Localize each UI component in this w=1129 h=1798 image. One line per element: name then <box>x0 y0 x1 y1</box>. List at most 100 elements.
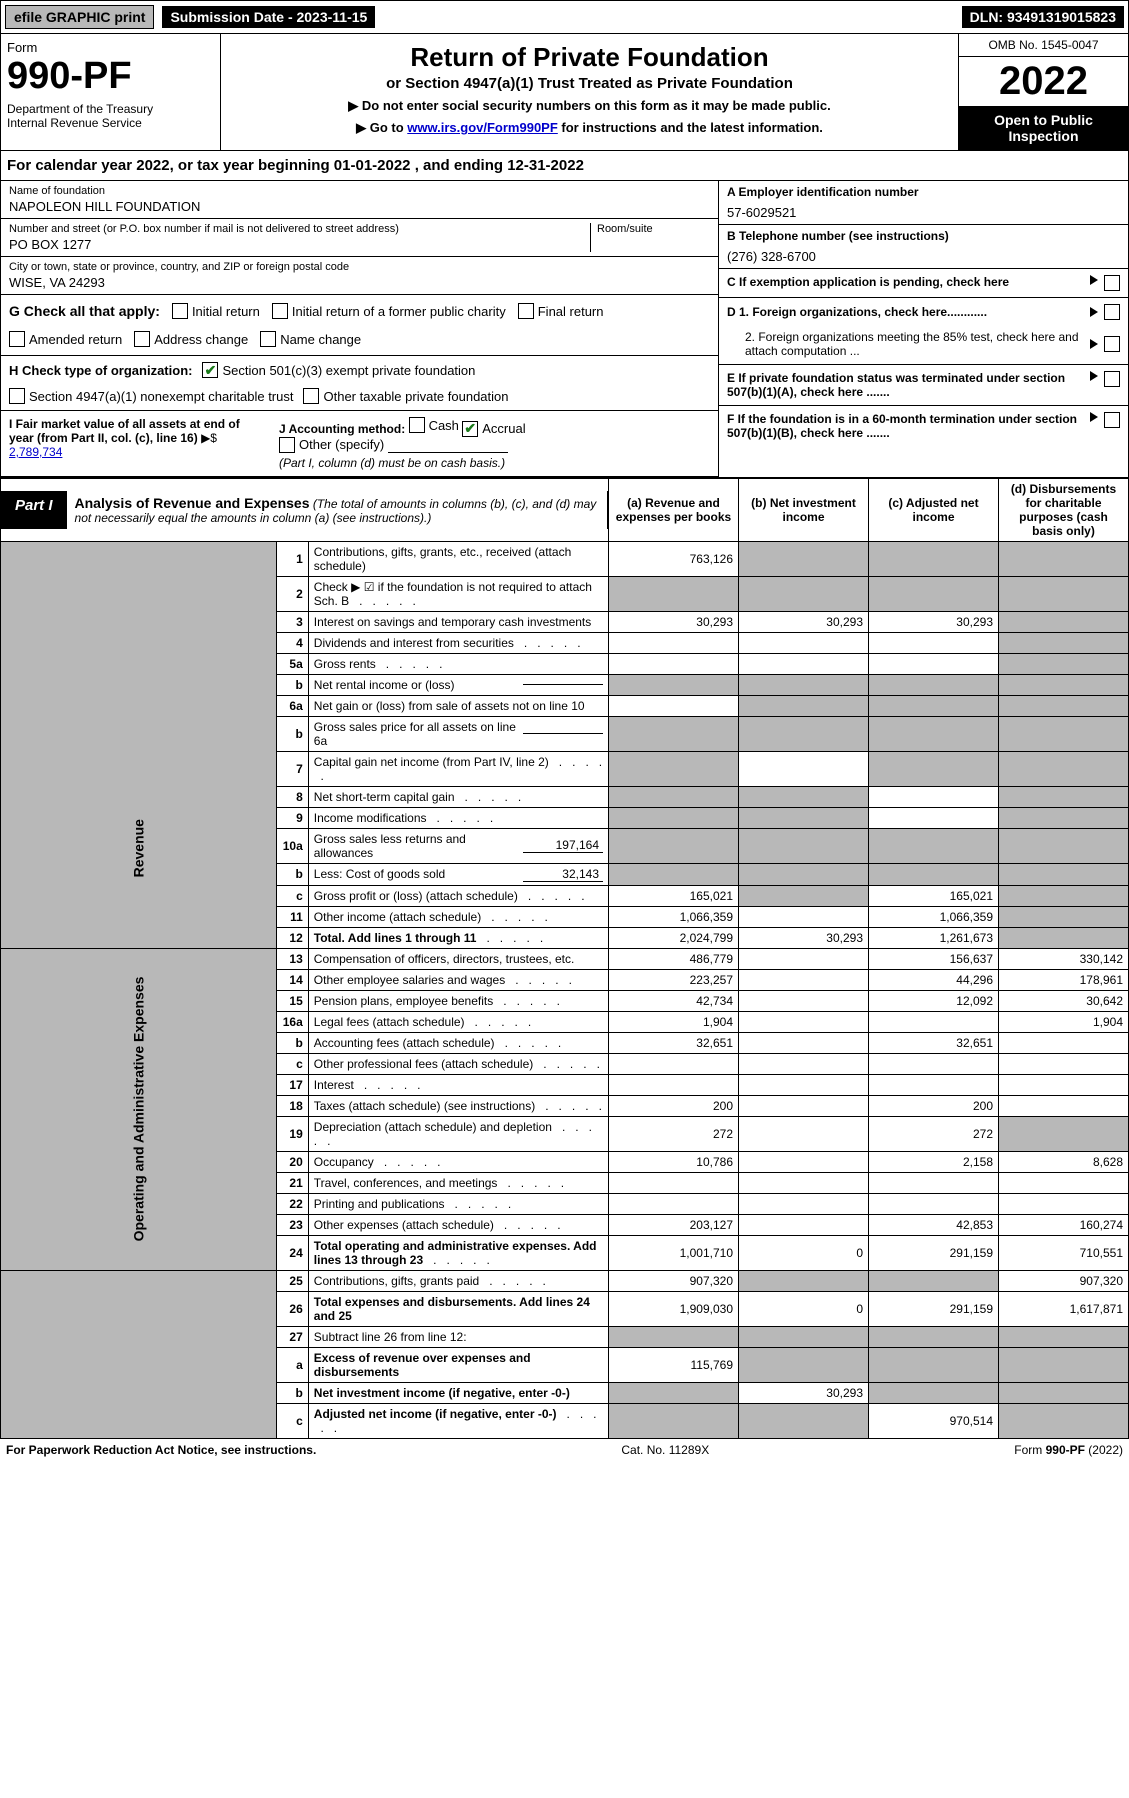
cell-d: 907,320 <box>999 1270 1129 1291</box>
cell-b <box>739 828 869 863</box>
cell-b <box>739 807 869 828</box>
cell-d <box>999 1172 1129 1193</box>
g-opt-initial[interactable]: Initial return <box>172 303 260 319</box>
h-opt-4947[interactable]: Section 4947(a)(1) nonexempt charitable … <box>9 388 293 404</box>
cell-a: 1,066,359 <box>609 906 739 927</box>
row-desc: Net gain or (loss) from sale of assets n… <box>308 695 608 716</box>
cell-c <box>869 786 999 807</box>
name-label: Name of foundation <box>9 185 710 197</box>
cell-b <box>739 863 869 885</box>
row-desc: Accounting fees (attach schedule) . . . … <box>308 1032 608 1053</box>
side-label: Revenue <box>1 541 277 948</box>
section-e: E If private foundation status was termi… <box>719 365 1128 406</box>
c-label: C If exemption application is pending, c… <box>727 275 1084 289</box>
g-opt-amended[interactable]: Amended return <box>9 331 122 347</box>
row-number: 6a <box>276 695 308 716</box>
cell-c <box>869 1011 999 1032</box>
checkbox-icon <box>272 303 288 319</box>
row-desc: Contributions, gifts, grants, etc., rece… <box>308 541 608 576</box>
f-label: F If the foundation is in a 60-month ter… <box>727 412 1084 440</box>
cell-a: 763,126 <box>609 541 739 576</box>
cell-c: 165,021 <box>869 885 999 906</box>
row-desc: Total. Add lines 1 through 11 . . . . . <box>308 927 608 948</box>
section-h: H Check type of organization: ✔Section 5… <box>1 356 718 411</box>
row-desc: Net investment income (if negative, ente… <box>308 1382 608 1403</box>
col-a-header: (a) Revenue and expenses per books <box>609 478 739 541</box>
j-accrual[interactable]: ✔Accrual <box>462 421 525 437</box>
cell-a: 115,769 <box>609 1347 739 1382</box>
j-cash[interactable]: Cash <box>409 417 459 433</box>
g-opt-initial-former[interactable]: Initial return of a former public charit… <box>272 303 506 319</box>
cell-d <box>999 1053 1129 1074</box>
arrow-icon <box>1090 339 1098 349</box>
row-desc: Net rental income or (loss) <box>308 674 608 695</box>
cell-d: 178,961 <box>999 969 1129 990</box>
cell-a: 32,651 <box>609 1032 739 1053</box>
row-desc: Income modifications . . . . . <box>308 807 608 828</box>
efile-print-button[interactable]: efile GRAPHIC print <box>5 5 154 29</box>
cell-d <box>999 716 1129 751</box>
checkbox-icon[interactable] <box>1104 412 1120 428</box>
g-opt-address[interactable]: Address change <box>134 331 248 347</box>
j-opt-label: Cash <box>429 418 459 433</box>
cell-c: 970,514 <box>869 1403 999 1438</box>
table-row: Revenue1Contributions, gifts, grants, et… <box>1 541 1129 576</box>
j-other-label: Other (specify) <box>299 437 384 452</box>
cell-c <box>869 1193 999 1214</box>
row-number: b <box>276 674 308 695</box>
g-opt-name[interactable]: Name change <box>260 331 361 347</box>
cell-d <box>999 786 1129 807</box>
row-desc: Travel, conferences, and meetings . . . … <box>308 1172 608 1193</box>
form-title: Return of Private Foundation <box>229 42 950 73</box>
g-opt-final[interactable]: Final return <box>518 303 604 319</box>
footer-right: Form 990-PF (2022) <box>1014 1443 1123 1457</box>
cell-b <box>739 906 869 927</box>
cell-c <box>869 1382 999 1403</box>
cell-c: 42,853 <box>869 1214 999 1235</box>
checkbox-icon[interactable] <box>1104 275 1120 291</box>
checkbox-icon[interactable] <box>1104 336 1120 352</box>
note-pre: ▶ Go to <box>356 120 407 135</box>
cell-c: 32,651 <box>869 1032 999 1053</box>
row-desc: Occupancy . . . . . <box>308 1151 608 1172</box>
addr: PO BOX 1277 <box>9 237 590 252</box>
col-d-header: (d) Disbursements for charitable purpose… <box>999 478 1129 541</box>
header-left: Form 990-PF Department of the Treasury I… <box>1 34 221 150</box>
row-number: c <box>276 1053 308 1074</box>
row-number: 23 <box>276 1214 308 1235</box>
cell-c <box>869 632 999 653</box>
open-public: Open to Public Inspection <box>959 106 1128 150</box>
row-number: 17 <box>276 1074 308 1095</box>
info-grid: Name of foundation NAPOLEON HILL FOUNDAT… <box>0 181 1129 478</box>
h-opt-other[interactable]: Other taxable private foundation <box>303 388 508 404</box>
cell-c <box>869 1172 999 1193</box>
row-desc: Other expenses (attach schedule) . . . .… <box>308 1214 608 1235</box>
fmv-amount[interactable]: 2,789,734 <box>9 445 62 459</box>
cell-b <box>739 1403 869 1438</box>
checkbox-icon[interactable] <box>1104 371 1120 387</box>
e-label: E If private foundation status was termi… <box>727 371 1084 399</box>
row-desc: Printing and publications . . . . . <box>308 1193 608 1214</box>
checkbox-icon[interactable] <box>1104 304 1120 320</box>
phone-label: B Telephone number (see instructions) <box>727 229 1120 243</box>
row-desc: Other employee salaries and wages . . . … <box>308 969 608 990</box>
cell-d <box>999 576 1129 611</box>
h-opt-label: Other taxable private foundation <box>323 389 508 404</box>
cell-b <box>739 1032 869 1053</box>
row-number: 12 <box>276 927 308 948</box>
irs-link[interactable]: www.irs.gov/Form990PF <box>407 120 558 135</box>
cell-d <box>999 863 1129 885</box>
section-f: F If the foundation is in a 60-month ter… <box>719 406 1128 446</box>
part1-title-cell: Analysis of Revenue and Expenses (The to… <box>67 491 608 529</box>
cell-d <box>999 828 1129 863</box>
g-label: G Check all that apply: <box>9 303 160 319</box>
cell-b <box>739 751 869 786</box>
row-number: 5a <box>276 653 308 674</box>
row-number: 16a <box>276 1011 308 1032</box>
cell-a <box>609 807 739 828</box>
row-desc: Capital gain net income (from Part IV, l… <box>308 751 608 786</box>
h-opt-501c3[interactable]: ✔Section 501(c)(3) exempt private founda… <box>202 362 475 378</box>
j-note: (Part I, column (d) must be on cash basi… <box>279 456 505 470</box>
j-other[interactable]: Other (specify) <box>279 437 384 453</box>
cell-a <box>609 786 739 807</box>
